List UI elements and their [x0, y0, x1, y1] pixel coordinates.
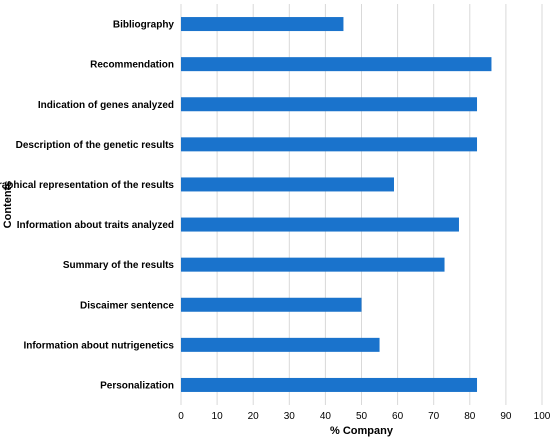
category-label: Discaimer sentence	[80, 300, 174, 311]
category-label: Bibliography	[113, 20, 175, 31]
x-tick-label: 100	[534, 411, 550, 422]
x-tick-label: 0	[178, 411, 184, 422]
x-tick-labels: 0 10 20 30 40 50 60 70 80 90 100	[178, 411, 550, 422]
bar	[181, 17, 344, 32]
bar	[181, 297, 362, 312]
bar	[181, 177, 394, 192]
category-label: Personalization	[100, 380, 174, 391]
bar	[181, 217, 459, 232]
x-tick-label: 10	[212, 411, 224, 422]
bar	[181, 137, 478, 152]
bars	[181, 17, 492, 392]
x-tick-label: 30	[284, 411, 296, 422]
x-tick-label: 80	[464, 411, 476, 422]
category-labels: Bibliography Recommendation Indication of …	[0, 20, 174, 392]
bar	[181, 377, 478, 392]
category-label: Recommendation	[90, 60, 174, 71]
x-tick-label: 20	[248, 411, 260, 422]
bar	[181, 257, 445, 272]
x-axis-title: % Company	[330, 425, 394, 437]
bar	[181, 97, 478, 112]
bar	[181, 57, 492, 72]
x-tick-label: 90	[500, 411, 512, 422]
category-label: Description of the genetic results	[16, 140, 175, 151]
category-label: Information about nutrigenetics	[23, 340, 174, 351]
y-axis-title: Contents	[2, 181, 14, 229]
category-label: Graphical representation of the results	[0, 180, 174, 191]
category-label: Information about traits analyzed	[17, 220, 174, 231]
x-tick-label: 40	[320, 411, 332, 422]
x-tick-label: 60	[392, 411, 404, 422]
category-label: Summary of the results	[63, 260, 175, 271]
bar	[181, 337, 380, 352]
category-label: Indication of genes analyzed	[38, 100, 174, 111]
x-tick-label: 50	[356, 411, 368, 422]
x-tick-label: 70	[428, 411, 440, 422]
